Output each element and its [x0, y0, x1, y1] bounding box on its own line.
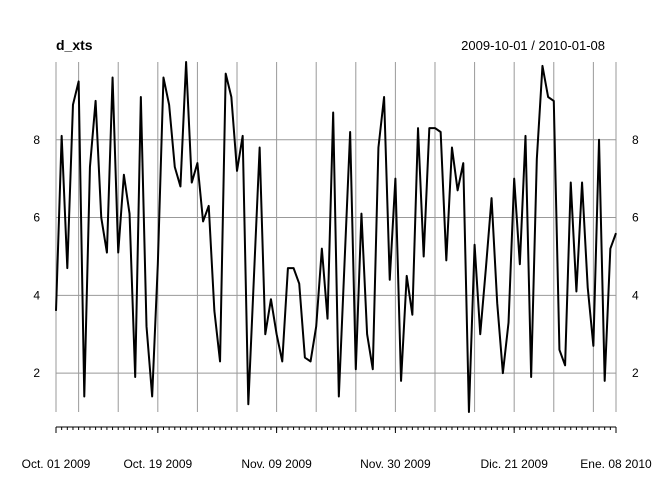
- grid: [55, 62, 617, 412]
- x-tick-label: Dic. 21 2009: [480, 457, 548, 471]
- y-tick-label-left: 6: [33, 211, 40, 225]
- x-tick-label: Nov. 30 2009: [360, 457, 431, 471]
- y-tick-label-right: 8: [632, 133, 639, 147]
- y-axis-labels: 2 2 4 4 6 6 8 8: [33, 133, 639, 380]
- y-tick-label-left: 2: [33, 366, 40, 380]
- date-range-label: 2009-10-01 / 2010-01-08: [461, 38, 605, 53]
- y-tick-label-left: 4: [33, 288, 40, 302]
- x-tick-label: Nov. 09 2009: [241, 457, 312, 471]
- x-tick-label: Oct. 19 2009: [123, 457, 192, 471]
- y-tick-label-left: 8: [33, 133, 40, 147]
- series-line: [55, 61, 617, 413]
- y-tick-label-right: 4: [632, 288, 639, 302]
- y-tick-label-right: 6: [632, 211, 639, 225]
- x-axis: Oct. 01 2009 Oct. 19 2009 Nov. 09 2009 Nov.…: [22, 426, 652, 471]
- x-tick-label: Ene. 08 2010: [580, 457, 652, 471]
- y-tick-label-right: 2: [632, 366, 639, 380]
- x-tick-label: Oct. 01 2009: [22, 457, 91, 471]
- chart-title: d_xts: [56, 37, 93, 53]
- series-line-group: [55, 61, 617, 413]
